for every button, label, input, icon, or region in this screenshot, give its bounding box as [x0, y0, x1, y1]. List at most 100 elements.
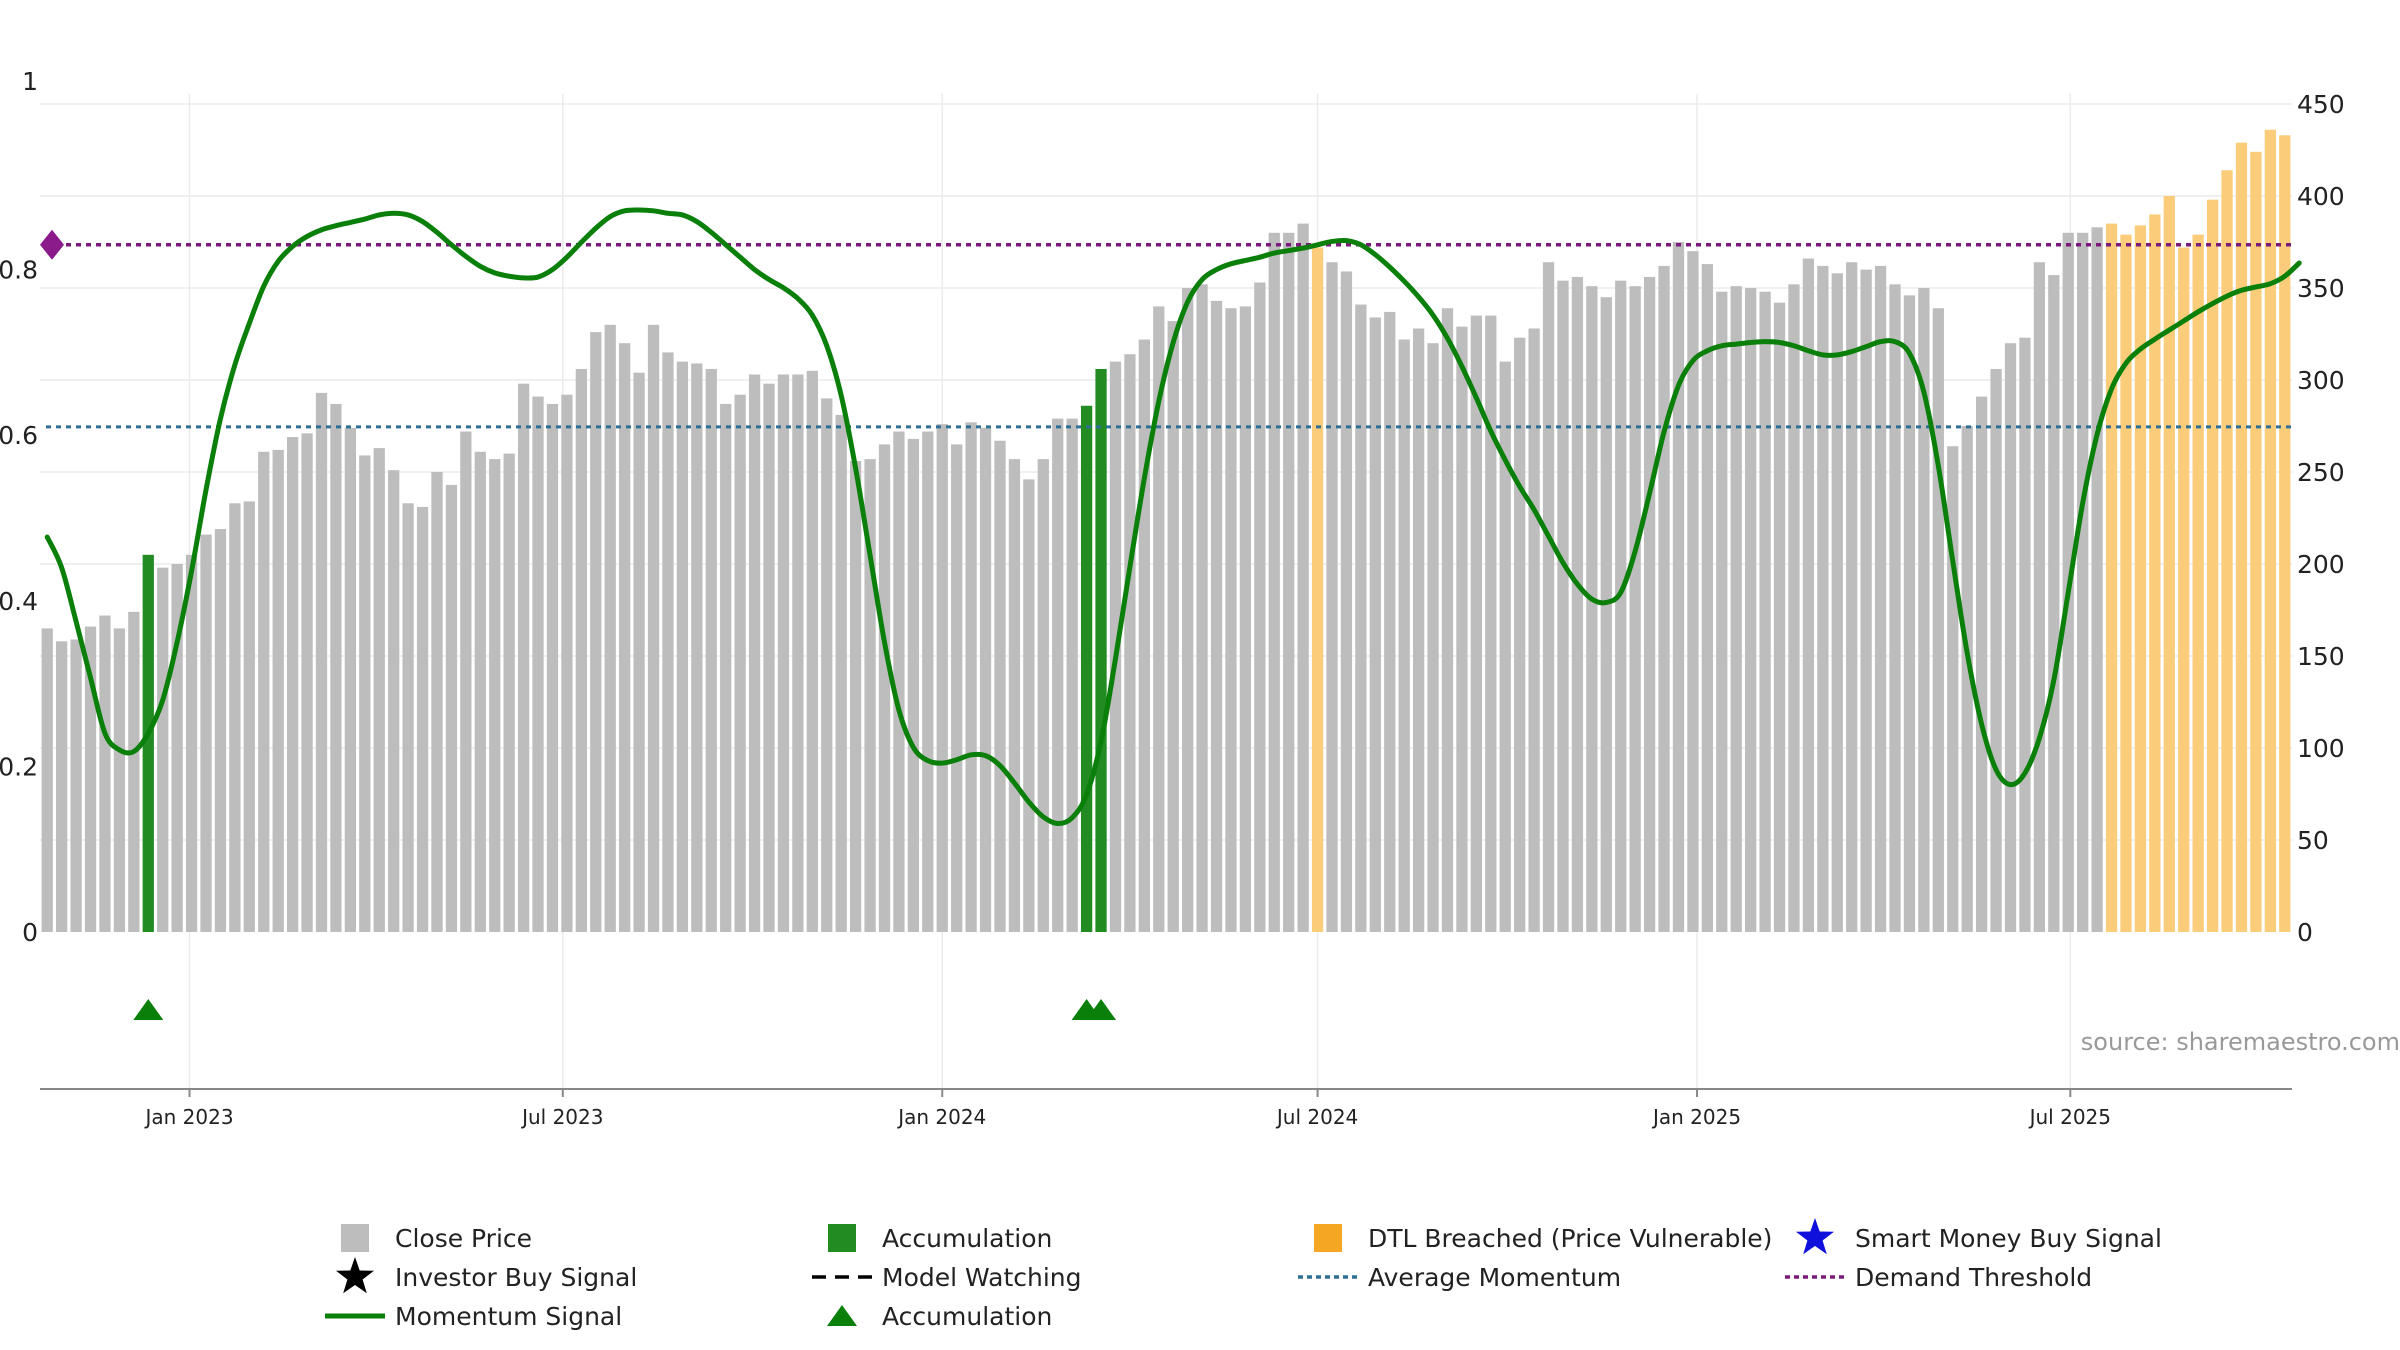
close-price-bar — [1514, 337, 1526, 932]
close-price-bar — [445, 484, 458, 932]
close-price-bar — [1427, 343, 1439, 932]
close-price-bar — [1745, 288, 1757, 932]
legend-item: Momentum Signal — [325, 1302, 622, 1331]
dtl-breached-bar — [2105, 223, 2118, 933]
close-price-bar — [1283, 232, 1295, 933]
legend-label: Momentum Signal — [395, 1302, 622, 1331]
close-price-bar — [503, 453, 515, 932]
close-price-bar — [951, 444, 963, 932]
close-price-bar — [965, 422, 977, 932]
legend-item: DTL Breached (Price Vulnerable) — [1314, 1224, 1772, 1253]
legend-item: Accumulation — [828, 1224, 1052, 1253]
right-y-tick-label: 400 — [2297, 182, 2345, 211]
legend: Close Price Accumulation DTL Breached (Pri… — [325, 1218, 2162, 1331]
close-price-bar — [893, 431, 905, 932]
close-price-bar — [489, 459, 501, 932]
close-price-bar — [1326, 262, 1338, 932]
close-price-bar — [1037, 459, 1049, 932]
close-price-bar — [633, 372, 645, 932]
close-price-bar — [662, 352, 674, 932]
close-price-bar — [763, 383, 775, 932]
close-price-bar — [792, 374, 804, 933]
legend-label: Investor Buy Signal — [395, 1263, 637, 1292]
legend-item: Demand Threshold — [1785, 1263, 2092, 1292]
left-y-tick-label: 0.8 — [0, 256, 38, 285]
close-price-bar — [979, 427, 992, 932]
close-price-bar — [878, 444, 891, 932]
close-price-bar — [1153, 306, 1165, 932]
close-price-bar — [1167, 321, 1179, 932]
close-price-bar — [1052, 418, 1064, 932]
close-price-bar — [460, 431, 472, 932]
close-price-bar — [1788, 284, 1800, 932]
close-price-bar — [243, 501, 255, 932]
close-price-bar — [720, 403, 732, 932]
close-price-bar — [2077, 232, 2089, 933]
close-price-bar — [1961, 426, 1973, 932]
close-price-bar — [1182, 288, 1194, 932]
close-price-bar — [301, 433, 313, 932]
close-price-bar — [1499, 361, 1511, 933]
x-tick-label: Jan 2024 — [896, 1105, 986, 1129]
close-price-bar — [821, 398, 833, 932]
grey-square-icon — [341, 1224, 369, 1252]
left-y-tick-label: 1 — [22, 67, 38, 96]
dtl-breached-bar — [2134, 225, 2147, 932]
close-price-bar — [359, 455, 371, 932]
close-price-bar — [1932, 308, 1944, 932]
threshold-diamond-marker — [40, 229, 64, 260]
close-price-bar — [1831, 273, 1843, 932]
x-tick-label: Jul 2024 — [1275, 1105, 1358, 1129]
x-tick-label: Jul 2025 — [2028, 1105, 2111, 1129]
close-price-bar — [474, 451, 486, 932]
close-price-bar — [431, 472, 443, 932]
close-price-bar — [2033, 262, 2046, 932]
orange-square-icon — [1314, 1224, 1342, 1252]
dtl-breached-bar — [2178, 247, 2190, 932]
close-price-bar — [1629, 286, 1641, 932]
legend-label: Smart Money Buy Signal — [1855, 1224, 2162, 1253]
dtl-breached-bar — [2149, 214, 2161, 932]
legend-label: Accumulation — [882, 1302, 1052, 1331]
right-y-tick-label: 0 — [2297, 918, 2313, 947]
legend-item: Average Momentum — [1298, 1263, 1621, 1292]
close-price-bar — [748, 374, 761, 933]
close-price-bar — [1254, 282, 1266, 933]
momentum-signal-line — [44, 207, 2302, 827]
close-price-bar — [1528, 328, 1540, 933]
close-price-bar — [185, 554, 198, 932]
close-price-bar — [344, 427, 357, 932]
close-price-bar — [1557, 280, 1569, 932]
accumulation-bar — [1095, 368, 1107, 933]
close-price-bar — [1297, 223, 1309, 933]
close-price-bar — [1716, 291, 1728, 932]
black-star-icon — [336, 1257, 374, 1294]
close-price-bar — [1889, 284, 1901, 932]
dtl-breached-bar — [2221, 170, 2233, 933]
close-price-bar — [1124, 354, 1136, 932]
dtl-breached-bar — [2163, 196, 2175, 932]
close-price-bar — [1759, 291, 1771, 932]
close-price-bar — [561, 394, 573, 933]
close-price-bar — [214, 529, 227, 932]
close-price-bar — [128, 611, 140, 932]
close-price-bar — [849, 460, 862, 932]
dtl-breached-bar — [2192, 234, 2204, 932]
accumulation-bar — [142, 554, 154, 932]
legend-item: Model Watching — [812, 1263, 1082, 1292]
close-price-bar — [416, 506, 429, 932]
accumulation-triangle-marker — [1086, 999, 1117, 1020]
close-price-bar — [1485, 315, 1497, 933]
close-price-bar — [1846, 262, 1858, 932]
x-tick-label: Jan 2023 — [143, 1105, 233, 1129]
close-price-bar — [70, 639, 82, 932]
close-price-bar — [936, 424, 948, 932]
green-square-icon — [828, 1224, 856, 1252]
close-price-bar — [1340, 271, 1353, 932]
left-y-tick-label: 0.2 — [0, 752, 38, 781]
legend-item: Close Price — [341, 1224, 532, 1253]
accumulation-bar — [1080, 405, 1093, 932]
close-price-bar — [994, 440, 1006, 932]
close-price-bar — [402, 503, 414, 932]
close-price-bar — [1903, 295, 1916, 932]
